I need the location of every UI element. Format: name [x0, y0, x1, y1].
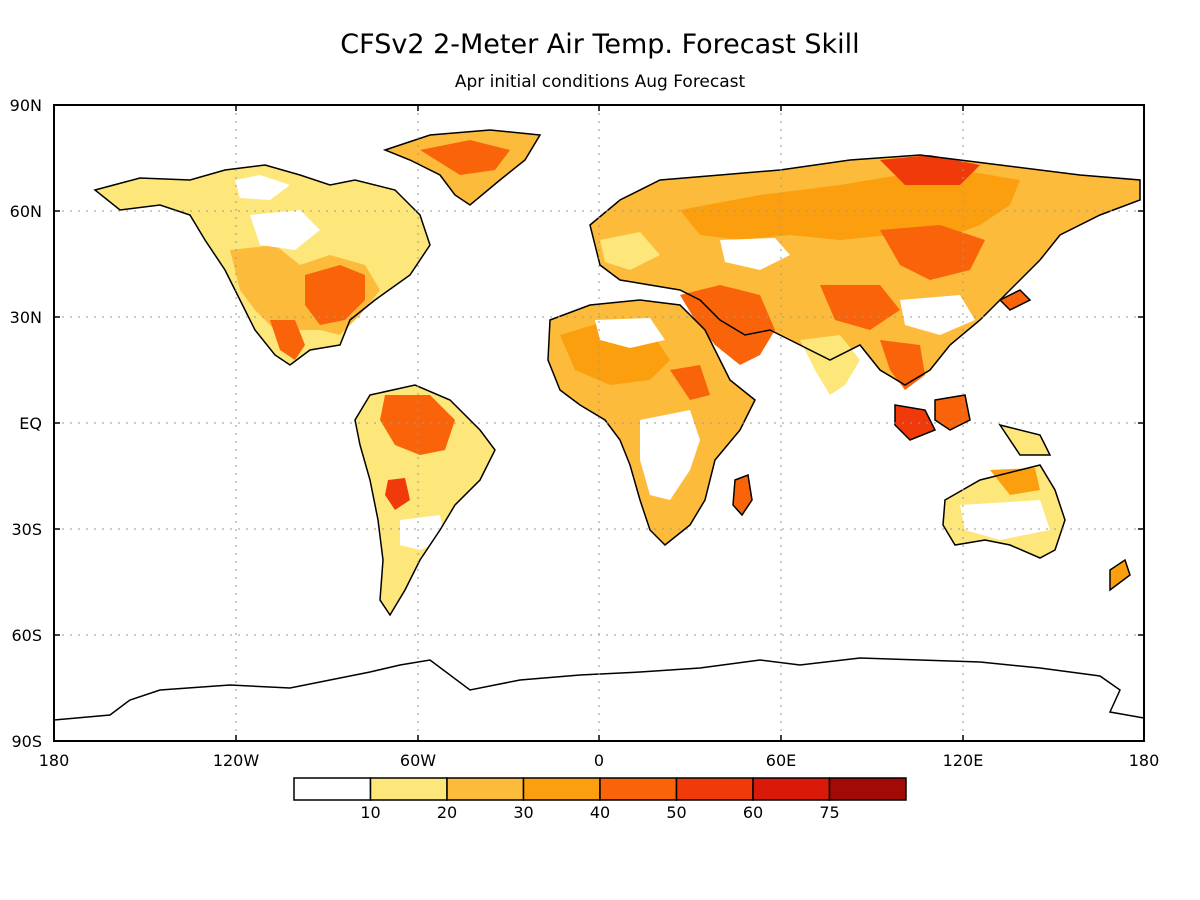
sumatra-coast [894, 404, 937, 441]
map-panel [53, 104, 1145, 742]
japan-coast [998, 289, 1032, 311]
latitude-labels: 90N 60N 30N EQ 30S 60S 90S [10, 96, 42, 751]
greenland-high-skill [420, 140, 510, 175]
se-asia-high-skill [880, 340, 925, 390]
borneo-fill [935, 395, 970, 430]
legend-label: 10 [360, 803, 380, 822]
india-fill [800, 335, 860, 395]
mexico-high-skill [270, 320, 305, 360]
australia-coast [942, 464, 1066, 559]
gridlines [54, 105, 1144, 741]
canada-low-skill [235, 175, 290, 200]
lat-label-60n: 60N [10, 202, 42, 221]
color-legend: 10 20 30 40 50 60 75 [293, 777, 907, 822]
canada-low-skill-2 [250, 210, 320, 250]
south-america-high-skill [385, 478, 410, 510]
madagascar-coast [732, 473, 753, 517]
south-america-coast [354, 384, 496, 617]
siberia-high-skill [880, 155, 980, 185]
land-skill-fill [95, 130, 1140, 615]
legend-swatch [369, 777, 448, 801]
madagascar-fill [733, 475, 752, 515]
new-zealand-coast [1109, 558, 1131, 592]
eurasia-coast [589, 154, 1141, 386]
legend-label: 20 [437, 803, 457, 822]
legend-label: 30 [513, 803, 533, 822]
central-asia-high-skill [880, 225, 985, 280]
antarctica-coast [53, 657, 1145, 721]
sumatra-high-skill [895, 405, 935, 440]
lat-label-60s: 60S [11, 626, 42, 645]
asia-white-patch [720, 238, 790, 270]
legend-swatch [752, 777, 831, 801]
borneo-coast [934, 394, 971, 431]
legend-label: 50 [666, 803, 686, 822]
south-america-low-skill [400, 515, 445, 550]
map-subtitle: Apr initial conditions Aug Forecast [455, 72, 746, 92]
greenland-coast [382, 129, 542, 206]
lon-label-180w: 180 [39, 751, 70, 770]
legend-label: 60 [743, 803, 763, 822]
sahara-white [595, 318, 665, 348]
lon-label-120w: 120W [213, 751, 260, 770]
central-africa-low-skill [640, 410, 700, 500]
lat-label-30s: 30S [11, 520, 42, 539]
lat-label-90n: 90N [10, 96, 42, 115]
lon-label-60w: 60W [400, 751, 436, 770]
legend-swatch [828, 777, 907, 801]
lat-label-eq: EQ [19, 414, 42, 433]
lat-label-90s: 90S [11, 732, 42, 751]
east-us-high-skill [305, 265, 365, 325]
east-africa-high-skill [670, 365, 710, 400]
new-guinea-coast [998, 423, 1052, 456]
legend-label: 75 [819, 803, 839, 822]
map-title: CFSv2 2-Meter Air Temp. Forecast Skill [340, 29, 859, 60]
china-low-skill [900, 295, 975, 335]
coastlines [53, 129, 1145, 721]
lat-label-30n: 30N [10, 308, 42, 327]
legend-swatch [446, 777, 525, 801]
legend-label: 40 [590, 803, 610, 822]
japan-fill [1000, 290, 1030, 310]
eurasia-mid-skill [680, 170, 1020, 240]
legend-swatch [675, 777, 754, 801]
lon-label-0: 0 [594, 751, 604, 770]
europe-low-skill [600, 232, 660, 270]
lon-label-120e: 120E [943, 751, 984, 770]
lon-label-60e: 60E [766, 751, 796, 770]
legend-swatch [599, 777, 678, 801]
tick-marks [54, 104, 1144, 741]
legend-swatch [293, 777, 372, 801]
lon-label-180e: 180 [1129, 751, 1160, 770]
new-guinea-fill [1000, 425, 1050, 455]
south-america-fill [355, 385, 495, 615]
legend-swatch [522, 777, 601, 801]
australia-low-skill [960, 500, 1050, 540]
africa-coast [547, 299, 756, 547]
longitude-labels: 180 120W 60W 0 60E 120E 180 [39, 751, 1160, 770]
tibet-high-skill [820, 285, 900, 330]
north-america-coast [93, 164, 431, 366]
